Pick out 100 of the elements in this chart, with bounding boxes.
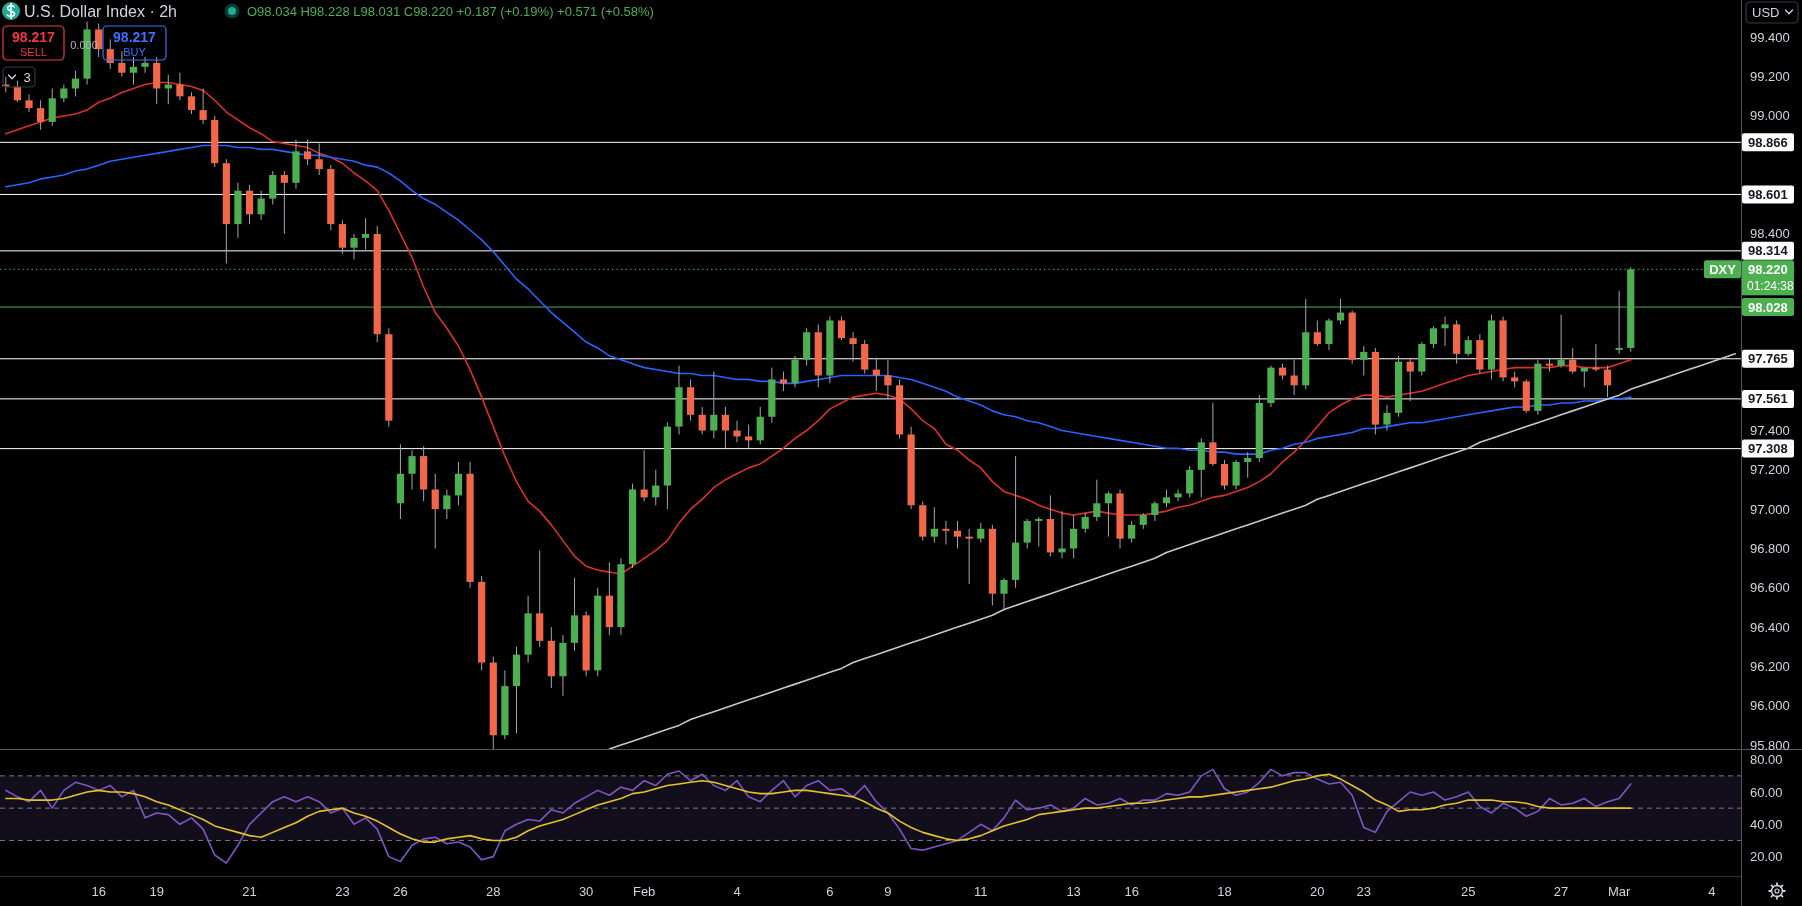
candlestick	[1290, 359, 1298, 396]
x-tick-label: 25	[1461, 883, 1476, 899]
candlestick	[930, 506, 938, 544]
ref-line-label: 98.314	[1748, 243, 1789, 259]
ref-line-label: 97.561	[1748, 391, 1788, 407]
candlestick	[1174, 489, 1182, 502]
x-tick-label: 4	[1708, 883, 1716, 899]
candlestick	[1104, 490, 1113, 538]
candlestick	[362, 217, 370, 251]
y-tick-label: 99.200	[1750, 69, 1790, 85]
candlestick	[953, 520, 962, 549]
candlestick	[1429, 325, 1438, 349]
annotation: BUY	[123, 46, 147, 58]
candlestick	[443, 489, 451, 520]
candlestick	[1000, 577, 1008, 610]
candlestick	[48, 87, 56, 127]
candlestick	[187, 91, 196, 115]
line-series	[5, 768, 1632, 864]
candlestick	[1035, 516, 1043, 548]
annotation: DXY	[1709, 261, 1737, 277]
candlestick	[350, 233, 358, 260]
x-tick-label: Feb	[632, 883, 656, 899]
candlestick	[257, 190, 265, 221]
ref-line-label: 98.601	[1748, 186, 1788, 202]
candlestick	[942, 520, 950, 546]
line-series	[608, 353, 1736, 749]
y-tick-label: 96.000	[1750, 698, 1790, 714]
candlestick	[1557, 314, 1565, 369]
candlestick	[408, 449, 416, 490]
candlestick	[245, 184, 254, 225]
candlestick	[1441, 316, 1449, 347]
y-tick-label: 40.00	[1750, 816, 1783, 832]
x-tick-label: 20	[1310, 883, 1325, 899]
ref-line-label: 98.028	[1748, 299, 1788, 315]
x-tick-label: 9	[884, 883, 892, 899]
candlestick	[791, 355, 799, 388]
candlestick	[1406, 357, 1414, 402]
candlestick	[315, 143, 323, 176]
x-tick-label: 13	[1066, 883, 1081, 899]
line-series	[5, 81, 1632, 575]
candlestick	[1209, 402, 1217, 467]
x-tick-label: 11	[974, 883, 988, 899]
candlestick	[1081, 512, 1089, 534]
buy-button: 98.217 BUY	[102, 25, 167, 61]
x-tick-label: 16	[91, 883, 106, 899]
candlestick	[884, 359, 892, 400]
candlestick	[1220, 459, 1229, 490]
candlestick	[733, 420, 741, 443]
candlestick	[1592, 343, 1600, 373]
candlestick	[1070, 514, 1078, 559]
chart-title: U.S. Dollar Index · 2h	[24, 2, 177, 20]
ref-line-label: 97.765	[1748, 351, 1788, 367]
candlestick	[1023, 518, 1031, 549]
y-tick-label: 98.400	[1750, 226, 1790, 242]
candlestick	[745, 424, 753, 449]
x-tick-label: 6	[826, 883, 834, 899]
candlestick	[1325, 317, 1333, 351]
candlestick	[141, 56, 149, 74]
candlestick	[977, 522, 985, 544]
candlestick	[176, 72, 184, 101]
candlestick	[721, 406, 730, 449]
x-tick-label: 23	[335, 883, 350, 899]
candlestick	[1151, 500, 1159, 522]
ref-line-label: 98.220	[1748, 261, 1788, 277]
chart-subtitle: O98.034 H98.228 L98.031 C98.220 +0.187 (+0.19%) +0.571 (+0.58%)	[247, 3, 654, 19]
candlestick	[1464, 335, 1472, 357]
candlestick	[1244, 451, 1252, 479]
candlestick	[849, 331, 857, 363]
x-tick-label: 28	[486, 883, 501, 899]
y-tick-label: 20.00	[1750, 849, 1783, 865]
candlestick	[1383, 404, 1391, 432]
y-tick-label: 60.00	[1750, 784, 1783, 800]
candlestick	[1569, 347, 1577, 375]
candlestick	[1128, 520, 1136, 544]
candlestick	[1313, 319, 1321, 347]
x-tick-label: 21	[242, 883, 257, 899]
candlestick	[652, 469, 660, 506]
candlestick	[37, 99, 45, 131]
candlestick	[1186, 465, 1194, 498]
collapse-button: 3	[2, 66, 36, 88]
candlestick	[710, 371, 718, 439]
candlestick	[1360, 345, 1368, 376]
y-tick-label: 97.200	[1750, 462, 1790, 478]
annotation: 98.217	[113, 29, 157, 45]
currency-button: USD	[1745, 1, 1799, 24]
x-tick-label: 23	[1356, 883, 1372, 899]
candlestick	[338, 219, 346, 255]
x-tick-label: 19	[149, 883, 164, 899]
annotation: SELL	[20, 46, 47, 58]
x-tick-label: 16	[1124, 883, 1139, 899]
y-tick-label: 96.400	[1750, 619, 1790, 635]
x-tick-label: 27	[1553, 883, 1569, 899]
candlestick	[837, 316, 846, 341]
candlestick	[129, 56, 138, 86]
ref-line-label: 97.308	[1748, 441, 1788, 457]
candlestick	[1093, 479, 1101, 522]
ref-line-label: 98.866	[1748, 134, 1788, 150]
y-tick-label: 95.800	[1750, 737, 1790, 753]
candlestick	[756, 406, 764, 445]
y-tick-label: 99.000	[1750, 108, 1790, 124]
